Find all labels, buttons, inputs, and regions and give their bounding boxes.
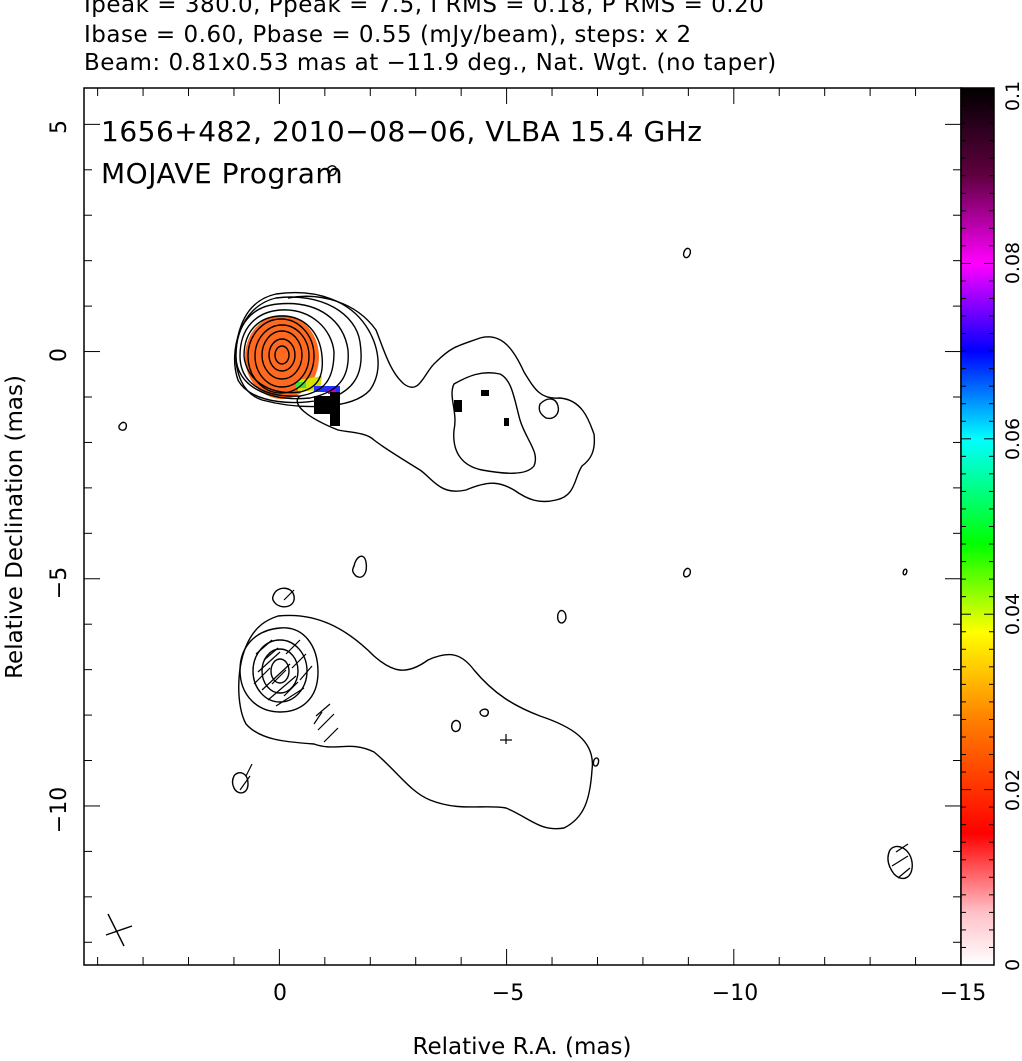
polarization-vector	[291, 653, 307, 669]
isolated-contour-2	[118, 421, 128, 431]
colorbar-label-2: 0.04	[1002, 593, 1022, 635]
upper-core-contour-3	[261, 330, 303, 380]
polarization-vector	[275, 687, 305, 707]
y-tick-label-0: 5	[47, 120, 72, 134]
isolated-contour-4	[351, 555, 368, 578]
polarization-vector	[323, 727, 339, 743]
isolated-contour-5	[271, 587, 295, 608]
lower-core-contour-2	[261, 648, 299, 694]
polarization-vector	[317, 713, 335, 731]
polarization-blue-pixel	[314, 386, 340, 392]
isolated-contour-12	[450, 719, 462, 733]
polarization-vector	[283, 681, 299, 697]
header-line-2: Ibase = 0.60, Pbase = 0.55 (mJy/beam), s…	[84, 22, 692, 48]
source-annotation: 1656+482, 2010−08−06, VLBA 15.4 GHz	[101, 115, 702, 148]
polarization-vector	[891, 855, 909, 867]
polarization-vector	[245, 763, 253, 777]
upper-core-contour-5	[247, 318, 315, 394]
polarization-vector	[315, 703, 331, 717]
polarization-vector	[897, 867, 911, 879]
program-annotation: MOJAVE Program	[101, 157, 343, 190]
polarization-vector	[261, 663, 291, 691]
colorbar-ticks	[961, 87, 994, 966]
beam-marker	[105, 913, 133, 947]
isolated-contour-7	[902, 568, 908, 576]
polarization-vector	[285, 639, 301, 655]
polarization-vector	[271, 669, 287, 685]
polarization-pixel-c	[504, 418, 509, 426]
lower-core-contour-1	[270, 658, 290, 684]
polarization-vector	[239, 775, 251, 791]
polarization-pixel-a	[454, 400, 462, 412]
polarization-vector	[299, 665, 313, 681]
polarization-pixel-b	[481, 390, 489, 396]
y-tick-label-2: −5	[47, 567, 72, 599]
upper-core-contour-1	[274, 345, 290, 365]
colorbar-label-3: 0.06	[1002, 418, 1022, 460]
upper-core-contour-6	[243, 315, 324, 394]
colorbar-label-5: 0.1	[1002, 81, 1022, 111]
y-axis-title: Relative Declination (mas)	[2, 375, 28, 679]
polarization-vector	[267, 675, 297, 701]
isolated-contour-10	[231, 772, 249, 794]
x-axis-title: Relative R.A. (mas)	[413, 1034, 632, 1060]
colorbar-label-4: 0.08	[1002, 242, 1022, 284]
plot-frame	[83, 87, 962, 966]
isolated-contour-9	[592, 757, 600, 767]
polarization-vectors	[239, 589, 911, 879]
upper-jet-knot-contour	[538, 398, 560, 420]
polarization-vector	[253, 667, 271, 685]
isolated-contour-6	[682, 567, 692, 578]
polarization-vector	[255, 639, 273, 655]
polarization-vector	[313, 711, 323, 725]
isolated-contour-11	[887, 845, 913, 880]
header-line-3: Beam: 0.81x0.53 mas at −11.9 deg., Nat. …	[84, 50, 777, 76]
x-tick-label-2: −10	[712, 981, 758, 1006]
lower-jet-outer-contour	[238, 614, 594, 830]
isolated-contour-8	[556, 609, 567, 624]
x-tick-label-0: 0	[273, 981, 287, 1006]
x-tick-label-1: −5	[492, 981, 524, 1006]
polarization-vector	[263, 647, 279, 661]
y-tick-label-1: 0	[47, 348, 72, 362]
polarization-vector	[895, 843, 909, 853]
polarization-vector	[283, 589, 295, 601]
isolated-contour-3	[326, 165, 338, 177]
upper-core-contour-10	[235, 291, 379, 408]
polarization-vector	[257, 651, 281, 673]
upper-jet-inner-contour	[451, 372, 537, 474]
axis-ticks	[84, 88, 962, 965]
upper-core-contour-4	[254, 324, 310, 388]
x-tick-label-3: −15	[940, 981, 986, 1006]
isolated-contour-13	[479, 708, 490, 717]
upper-core-contour-2	[268, 338, 296, 372]
header-line-1: Ipeak = 380.0, Ppeak = 7.5, I RMS = 0.18…	[84, 0, 765, 18]
colorbar-label-1: 0.02	[1002, 769, 1022, 811]
isolated-contour-1	[682, 247, 692, 259]
colorbar-label-0: 0	[1002, 959, 1022, 971]
y-tick-label-3: −10	[47, 787, 72, 833]
upper-jet-outer-contour	[287, 295, 596, 503]
